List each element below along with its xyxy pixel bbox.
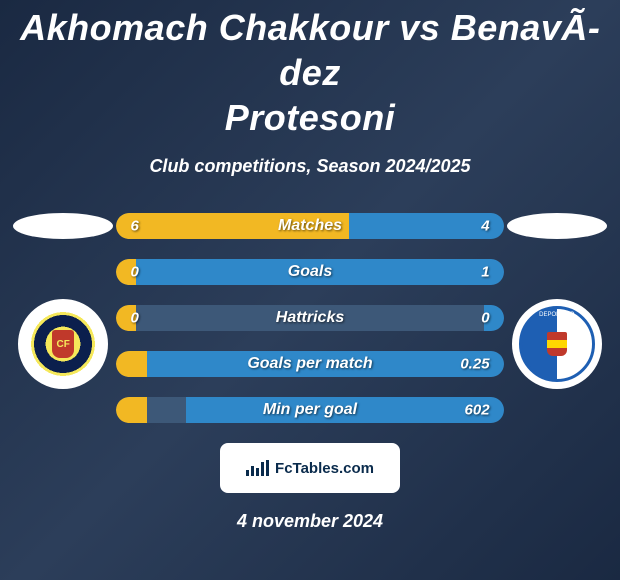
stat-row: 0 Hattricks 0 (116, 305, 503, 331)
alaves-crest-icon: DEPORTIVO (519, 306, 595, 382)
left-player-col: CF (10, 213, 116, 389)
title-line-1: Akhomach Chakkour vs BenavÃ­dez (20, 7, 600, 93)
source-name: FcTables.com (275, 460, 374, 477)
stat-row: Goals per match 0.25 (116, 351, 503, 377)
stat-bars: 6 Matches 4 0 Goals 1 0 Hattricks 0 Goals per mat… (116, 213, 503, 423)
stat-label: Goals per match (247, 355, 372, 373)
stat-value-left: 6 (130, 218, 138, 235)
stat-label: Hattricks (276, 309, 344, 327)
stat-fill-left (116, 397, 147, 423)
right-club-crest: DEPORTIVO (512, 299, 602, 389)
stat-value-left: 0 (130, 264, 138, 281)
generated-date: 4 november 2024 (237, 511, 383, 532)
stat-value-right: 0.25 (460, 356, 489, 373)
stat-row: 0 Goals 1 (116, 259, 503, 285)
stat-fill-left (116, 351, 147, 377)
stat-label: Min per goal (263, 401, 357, 419)
stat-value-right: 0 (481, 310, 489, 327)
stat-value-right: 1 (481, 264, 489, 281)
stat-label: Matches (278, 217, 342, 235)
stat-row: Min per goal 602 (116, 397, 503, 423)
title-line-2: Protesoni (225, 97, 396, 138)
bar-chart-icon (246, 460, 269, 476)
left-club-crest: CF (18, 299, 108, 389)
right-player-oval (507, 213, 607, 239)
stat-label: Goals (288, 263, 332, 281)
stat-row: 6 Matches 4 (116, 213, 503, 239)
stat-value-left: 0 (130, 310, 138, 327)
comparison-title: Akhomach Chakkour vs BenavÃ­dez Proteson… (0, 5, 620, 140)
left-player-oval (13, 213, 113, 239)
stat-value-right: 602 (465, 402, 490, 419)
villarreal-crest-icon: CF (52, 330, 74, 358)
subtitle: Club competitions, Season 2024/2025 (149, 156, 470, 177)
right-player-col: DEPORTIVO (504, 213, 610, 389)
stats-section: CF 6 Matches 4 0 Goals 1 0 Hattricks 0 Goals per … (0, 213, 620, 423)
stat-value-right: 4 (481, 218, 489, 235)
source-badge[interactable]: FcTables.com (220, 443, 400, 493)
